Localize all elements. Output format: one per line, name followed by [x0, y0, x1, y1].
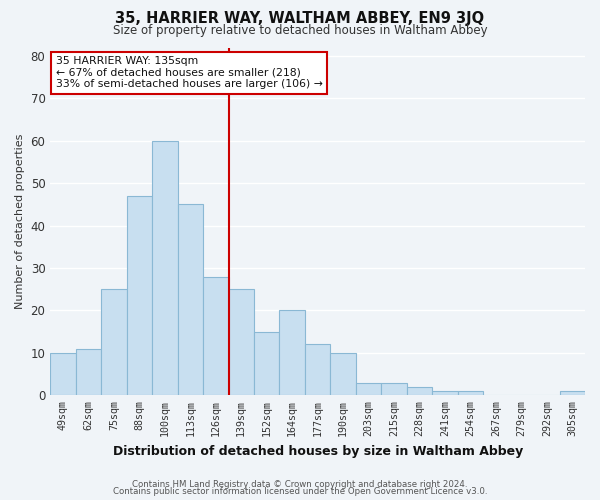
Bar: [305, 344, 331, 396]
Bar: [356, 382, 382, 396]
Y-axis label: Number of detached properties: Number of detached properties: [15, 134, 25, 309]
Bar: [560, 391, 585, 396]
Bar: [432, 391, 458, 396]
Bar: [382, 382, 407, 396]
Bar: [407, 387, 432, 396]
Bar: [280, 310, 305, 396]
Bar: [229, 290, 254, 396]
Text: 35 HARRIER WAY: 135sqm
← 67% of detached houses are smaller (218)
33% of semi-de: 35 HARRIER WAY: 135sqm ← 67% of detached…: [56, 56, 323, 90]
Bar: [101, 290, 127, 396]
Bar: [152, 141, 178, 396]
Text: 35, HARRIER WAY, WALTHAM ABBEY, EN9 3JQ: 35, HARRIER WAY, WALTHAM ABBEY, EN9 3JQ: [115, 11, 485, 26]
Bar: [127, 196, 152, 396]
Text: Contains public sector information licensed under the Open Government Licence v3: Contains public sector information licen…: [113, 487, 487, 496]
Bar: [50, 353, 76, 396]
Bar: [331, 353, 356, 396]
Bar: [76, 348, 101, 396]
Bar: [203, 276, 229, 396]
Bar: [458, 391, 483, 396]
X-axis label: Distribution of detached houses by size in Waltham Abbey: Distribution of detached houses by size …: [113, 444, 523, 458]
Bar: [254, 332, 280, 396]
Text: Contains HM Land Registry data © Crown copyright and database right 2024.: Contains HM Land Registry data © Crown c…: [132, 480, 468, 489]
Text: Size of property relative to detached houses in Waltham Abbey: Size of property relative to detached ho…: [113, 24, 487, 37]
Bar: [178, 204, 203, 396]
